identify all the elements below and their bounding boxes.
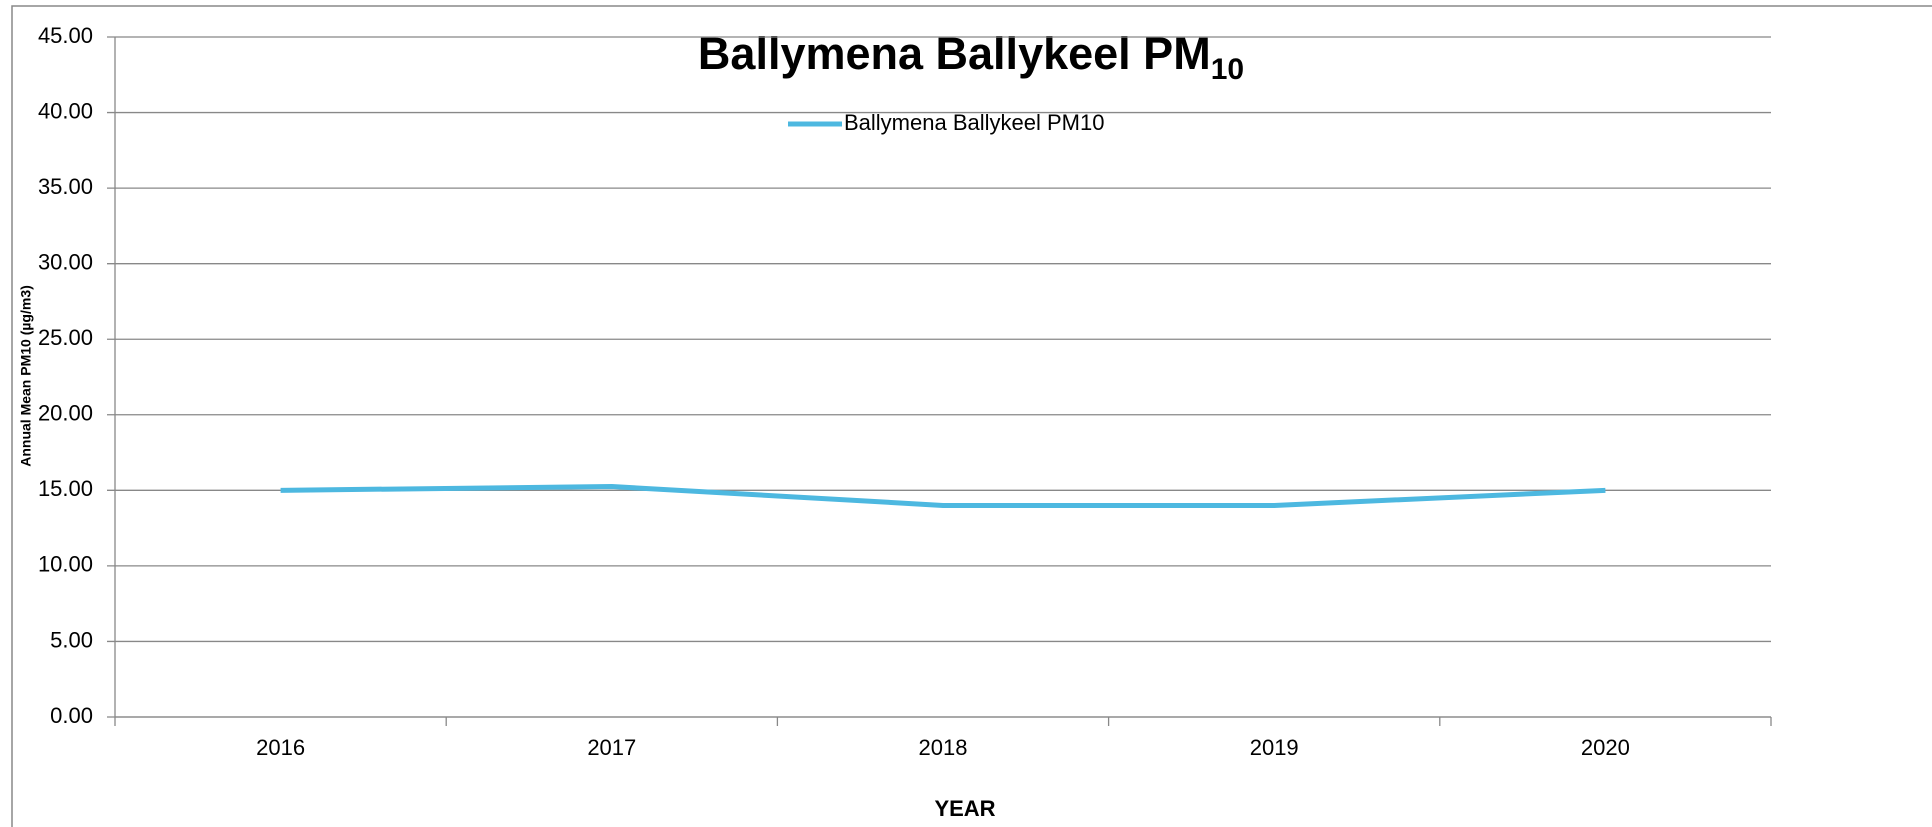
y-tick-label: 5.00	[50, 627, 93, 652]
y-tick-label: 40.00	[38, 98, 93, 123]
y-tick-label: 10.00	[38, 552, 93, 577]
y-tick-label: 25.00	[38, 325, 93, 350]
y-axis-label: Annual Mean PM10 (µg/m3)	[18, 285, 34, 467]
y-tick-label: 45.00	[38, 23, 93, 48]
y-tick-label: 20.00	[38, 401, 93, 426]
x-tick-label: 2016	[256, 735, 305, 760]
y-tick-label: 0.00	[50, 703, 93, 728]
y-tick-label: 15.00	[38, 476, 93, 501]
title-subscript: 10	[1211, 53, 1244, 86]
x-tick-label: 2017	[587, 735, 636, 760]
line-series	[280, 484, 1606, 508]
chart-frame	[11, 5, 1932, 827]
legend-label: Ballymena Ballykeel PM10	[844, 110, 1104, 135]
y-tick-label: 35.00	[38, 174, 93, 199]
x-tick-label: 2018	[919, 735, 968, 760]
x-tick-label: 2019	[1250, 735, 1299, 760]
x-axis-label: YEAR	[934, 796, 995, 821]
title-main: Ballymena Ballykeel PM	[698, 28, 1211, 79]
y-tick-label: 30.00	[38, 249, 93, 274]
x-tick-label: 2020	[1581, 735, 1630, 760]
